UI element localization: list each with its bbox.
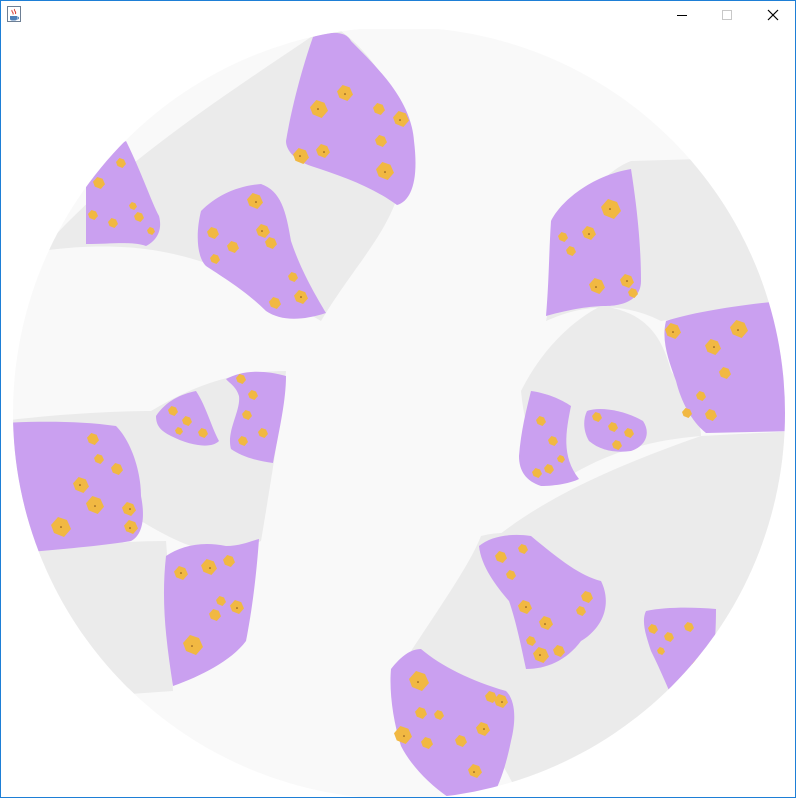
spot-dot — [317, 108, 319, 110]
maximize-icon — [721, 9, 733, 21]
band-left-bottom — [21, 541, 173, 696]
spot-dot — [384, 171, 386, 173]
spot-dot — [403, 735, 405, 737]
spot-dot — [417, 681, 419, 683]
maximize-button[interactable] — [704, 1, 749, 29]
spot-dot — [344, 93, 346, 95]
spot-dot — [255, 201, 257, 203]
java-coffee-cup-icon[interactable] — [7, 6, 21, 22]
spot-dot — [737, 329, 739, 331]
spot-dot — [483, 728, 485, 730]
tile-left-edge — [1, 422, 143, 553]
spot-dot — [60, 526, 62, 528]
spot-dot — [261, 230, 263, 232]
spot-dot — [236, 607, 238, 609]
spot-dot — [544, 623, 546, 625]
spot-dot — [299, 155, 301, 157]
spot-dot — [501, 701, 503, 703]
spot-dot — [94, 505, 96, 507]
close-icon — [767, 9, 779, 21]
close-button[interactable] — [750, 1, 795, 29]
spot-dot — [609, 208, 611, 210]
spot-dot — [209, 567, 211, 569]
spot-dot — [473, 771, 475, 773]
spot-dot — [588, 233, 590, 235]
spot — [676, 686, 686, 696]
minimize-icon — [676, 9, 688, 21]
spot-dot — [539, 654, 541, 656]
spot-dot — [129, 527, 131, 529]
spot-dot — [399, 119, 401, 121]
spot-dot — [525, 606, 527, 608]
minimize-button[interactable] — [659, 1, 704, 29]
spot-dot — [79, 484, 81, 486]
spot-dot — [129, 508, 131, 510]
spot-dot — [672, 331, 674, 333]
spot-dot — [300, 296, 302, 298]
spot-dot — [626, 280, 628, 282]
spot-dot — [595, 286, 597, 288]
spot-dot — [713, 346, 715, 348]
spot-dot — [180, 572, 182, 574]
title-bar[interactable] — [1, 1, 795, 29]
spot-dot — [191, 645, 193, 647]
spot-dot — [323, 151, 325, 153]
